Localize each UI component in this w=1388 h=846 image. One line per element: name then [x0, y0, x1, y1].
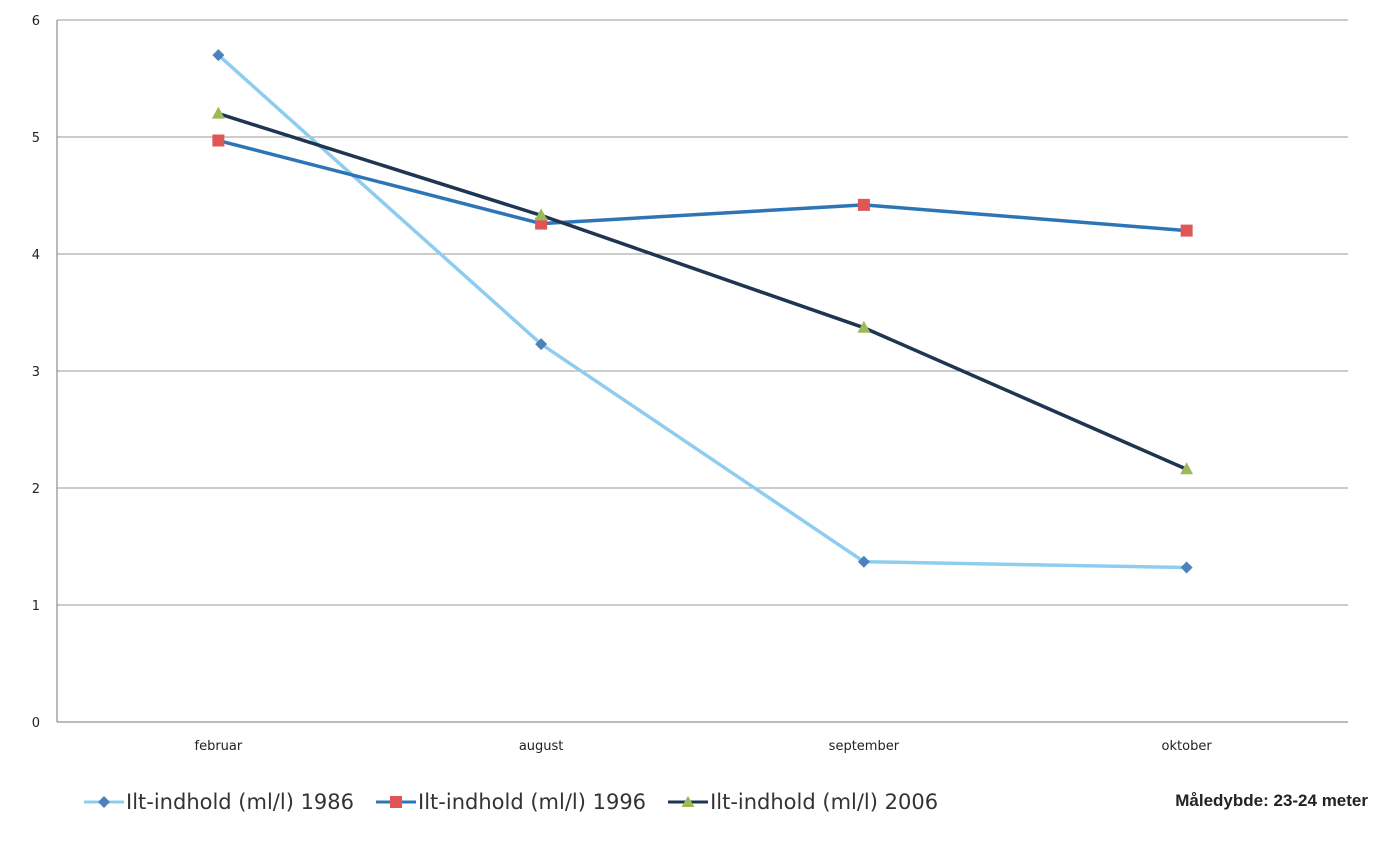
square-marker-icon: [376, 796, 417, 808]
data-point-2-1: [534, 208, 548, 221]
x-tick-label: september: [829, 739, 900, 754]
y-tick-label: 3: [32, 365, 40, 380]
y-tick-label: 5: [32, 131, 40, 146]
y-tick-label: 0: [32, 716, 40, 731]
y-tick-label: 1: [32, 599, 40, 614]
data-point-1-2: [857, 198, 870, 211]
legend-label-1996: Ilt-indhold (ml/l) 1996: [418, 790, 647, 814]
series-lines: [211, 49, 1194, 574]
data-point-1-1: [535, 217, 548, 230]
y-axis-ticks: 0 1 2 3 4 5 6: [32, 14, 40, 731]
legend-item-1996: Ilt-indhold (ml/l) 1996: [376, 790, 646, 814]
gridlines: [56, 19, 1348, 723]
legend-item-1986: Ilt-indhold (ml/l) 1986: [84, 790, 354, 814]
depth-note: Måledybde: 23-24 meter: [1175, 791, 1368, 810]
data-point-1-0: [212, 134, 225, 147]
data-point-2-3: [1180, 462, 1194, 475]
data-point-2-2: [857, 320, 871, 333]
triangle-marker-icon: [668, 796, 709, 807]
legend: Ilt-indhold (ml/l) 1986 Ilt-indhold (ml/…: [84, 786, 960, 818]
data-point-1-3: [1180, 224, 1193, 237]
diamond-marker-icon: [84, 796, 124, 808]
x-axis-ticks: februar august september oktober: [195, 739, 1213, 754]
series-line-2: [217, 111, 1188, 471]
data-point-0-3: [1180, 561, 1193, 574]
legend-item-2006: Ilt-indhold (ml/l) 2006: [668, 790, 938, 814]
data-point-0-2: [857, 555, 870, 568]
legend-label-1986: Ilt-indhold (ml/l) 1986: [126, 790, 355, 814]
data-point-2-0: [211, 106, 225, 119]
y-tick-label: 4: [32, 248, 40, 263]
x-tick-label: oktober: [1162, 739, 1213, 754]
x-tick-label: august: [519, 739, 564, 754]
y-tick-label: 6: [32, 14, 40, 29]
series-line-1: [217, 138, 1187, 233]
data-point-0-0: [212, 49, 225, 62]
data-point-0-1: [535, 338, 548, 351]
legend-label-2006: Ilt-indhold (ml/l) 2006: [710, 790, 939, 814]
series-line-0: [217, 53, 1187, 570]
y-tick-label: 2: [32, 482, 40, 497]
x-tick-label: februar: [195, 739, 243, 754]
